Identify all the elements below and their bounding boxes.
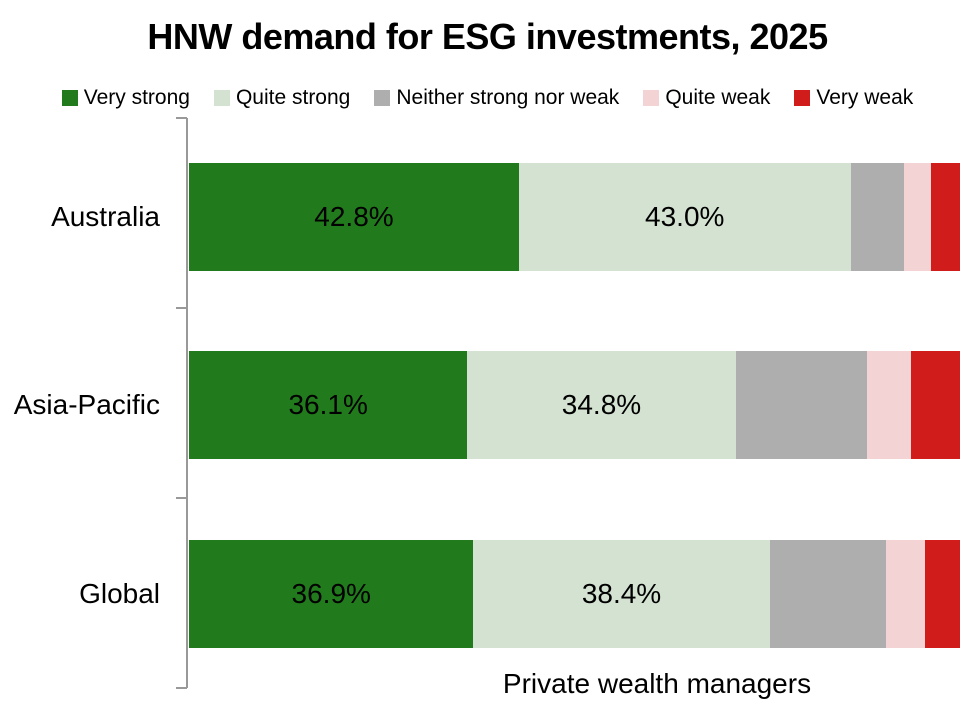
bar-segment: 36.9% bbox=[189, 540, 474, 648]
legend: Very strong Quite strong Neither strong no… bbox=[0, 86, 975, 110]
bar-row: 36.1% 34.8% bbox=[189, 351, 960, 459]
bar-data-label: 36.9% bbox=[291, 578, 371, 609]
bar-row: 36.9% 38.4% bbox=[189, 540, 960, 648]
bar-data-label: 34.8% bbox=[561, 389, 642, 420]
category-label: Asia-Pacific bbox=[13, 389, 160, 420]
chart-title: HNW demand for ESG investments, 2025 bbox=[147, 16, 828, 57]
axis-tick bbox=[176, 307, 187, 309]
bar-segment: 36.1% bbox=[189, 351, 468, 459]
axis-tick bbox=[176, 497, 187, 499]
bar-data-label: 42.8% bbox=[314, 201, 394, 232]
bar-segment bbox=[769, 540, 886, 648]
legend-swatch-icon bbox=[61, 90, 78, 106]
legend-label: Very weak bbox=[816, 86, 914, 109]
bar-segment: 42.8% bbox=[189, 163, 519, 271]
bar-data-label: 38.4% bbox=[581, 578, 662, 609]
legend-swatch-icon bbox=[213, 90, 230, 106]
legend-item: Quite weak bbox=[643, 86, 770, 110]
legend-label: Quite weak bbox=[665, 86, 771, 109]
legend-swatch-icon bbox=[374, 90, 391, 106]
legend-label: Quite strong bbox=[235, 86, 351, 109]
bar-segment bbox=[866, 351, 911, 459]
legend-item: Very weak bbox=[794, 86, 913, 110]
bar-segment bbox=[850, 163, 904, 271]
legend-swatch-icon bbox=[794, 90, 811, 106]
legend-item: Very strong bbox=[61, 86, 190, 110]
bar-row: 42.8% 43.0% bbox=[189, 163, 960, 271]
axis-tick bbox=[176, 687, 187, 689]
bar-segment bbox=[924, 540, 960, 648]
bar-segment bbox=[885, 540, 925, 648]
bar-segment: 38.4% bbox=[473, 540, 770, 648]
bar-segment bbox=[910, 351, 960, 459]
legend-item: Neither strong nor weak bbox=[374, 86, 619, 110]
y-axis-line bbox=[186, 118, 188, 688]
category-label: Global bbox=[79, 578, 160, 609]
bar-segment: 43.0% bbox=[518, 163, 851, 271]
legend-label: Very strong bbox=[83, 86, 190, 109]
legend-item: Quite strong bbox=[213, 86, 351, 110]
legend-swatch-icon bbox=[643, 90, 660, 106]
bar-segment bbox=[903, 163, 931, 271]
bar-segment bbox=[930, 163, 960, 271]
legend-label: Neither strong nor weak bbox=[396, 86, 620, 109]
bar-segment: 34.8% bbox=[467, 351, 736, 459]
x-axis-title: Private wealth managers bbox=[502, 668, 812, 699]
axis-tick bbox=[176, 117, 187, 119]
bar-segment bbox=[735, 351, 867, 459]
bar-data-label: 36.1% bbox=[288, 389, 368, 420]
category-label: Australia bbox=[51, 201, 160, 232]
bar-data-label: 43.0% bbox=[645, 201, 725, 232]
